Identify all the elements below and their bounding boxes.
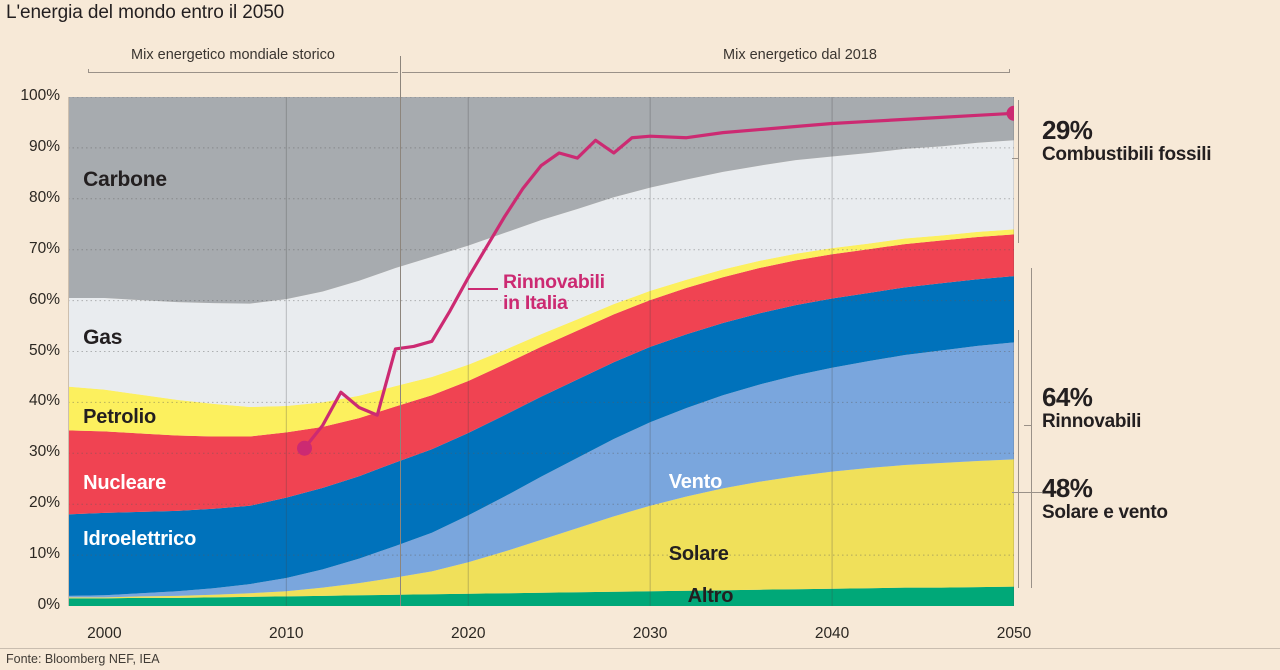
callout-renewables-caption: Rinnovabili (1042, 411, 1142, 433)
series-label-carbone: Carbone (83, 168, 167, 192)
callout-solar-wind-caption: Solare e vento (1042, 502, 1168, 524)
x-tick-label: 2050 (996, 625, 1032, 642)
series-label-nucleare: Nucleare (83, 471, 167, 494)
overlay-line-marker-start (297, 440, 312, 456)
x-tick-label: 2010 (269, 625, 304, 642)
y-tick-label: 30% (28, 443, 60, 461)
x-tick-label: 2020 (450, 625, 486, 642)
annotation-line-2: in Italia (503, 292, 568, 315)
segment-rule-left (88, 72, 398, 73)
series-label-idroelettrico: Idroelettrico (83, 527, 197, 550)
area-vento (68, 342, 1014, 598)
callout-solar-wind-pct: 48% (1042, 473, 1093, 503)
area-gas (68, 140, 1014, 407)
y-tick-label: 0% (37, 596, 60, 613)
footer-divider (0, 648, 1280, 649)
series-label-vento: Vento (668, 471, 723, 494)
series-label-solare: Solare (668, 542, 729, 565)
segment-label-projection: Mix energetico dal 2018 (723, 47, 877, 63)
bracket-renewables-outer (1031, 268, 1032, 588)
y-tick-label: 70% (28, 239, 60, 257)
y-tick-label: 10% (28, 545, 60, 563)
series-label-petrolio: Petrolio (83, 405, 156, 428)
x-tick-label: 2030 (632, 625, 668, 642)
callout-fossil-caption: Combustibili fossili (1042, 144, 1212, 166)
bracket-renewables-inner (1018, 330, 1019, 588)
plot-left-border (68, 97, 69, 606)
x-tick-label: 2040 (814, 625, 850, 642)
annotation-leader-line (468, 288, 498, 290)
callout-solar-wind: 48% Solare e vento (1042, 474, 1168, 523)
annotation-line-1: Rinnovabili (503, 271, 605, 293)
segment-tick-left-start (88, 69, 89, 73)
y-tick-label: 80% (28, 188, 60, 206)
series-label-gas: Gas (83, 326, 123, 350)
y-tick-label: 20% (28, 494, 60, 512)
bracket-fossil-tick (1012, 158, 1019, 159)
y-tick-label: 40% (28, 392, 60, 410)
area-carbone (68, 97, 1014, 304)
overlay-line-rinnovabili-italia (302, 111, 1016, 450)
y-tick-label: 90% (28, 137, 60, 155)
callout-fossil-pct: 29% (1042, 115, 1093, 145)
stacked-area-chart (68, 96, 1022, 606)
x-tick-label: 2000 (87, 625, 122, 642)
chart-svg (68, 96, 1022, 606)
split-divider-2018 (400, 56, 401, 606)
annotation-rinnovabili-italia: Rinnovabili in Italia (503, 271, 605, 315)
area-solare (68, 459, 1014, 599)
bracket-solarwind-tick (1012, 492, 1042, 493)
y-tick-label: 50% (28, 341, 60, 359)
callout-fossil: 29% Combustibili fossili (1042, 115, 1212, 166)
page-title: L'energia del mondo entro il 2050 (6, 2, 285, 23)
callout-renewables: 64% Rinnovabili (1042, 383, 1141, 432)
area-altro (68, 586, 1014, 606)
segment-label-historic: Mix energetico mondiale storico (131, 47, 335, 63)
y-tick-label: 100% (20, 87, 60, 104)
y-tick-label: 60% (28, 290, 60, 308)
series-label-altro: Altro (687, 585, 734, 608)
source-note: Fonte: Bloomberg NEF, IEA (6, 652, 160, 666)
segment-tick-right-end (1009, 69, 1010, 73)
segment-rule-right (402, 72, 1010, 73)
callout-renewables-pct: 64% (1042, 382, 1093, 412)
bracket-renewables-tick (1024, 425, 1032, 426)
bracket-fossil (1018, 100, 1019, 243)
area-petrolio (68, 229, 1014, 437)
area-idroelettrico (68, 276, 1014, 596)
